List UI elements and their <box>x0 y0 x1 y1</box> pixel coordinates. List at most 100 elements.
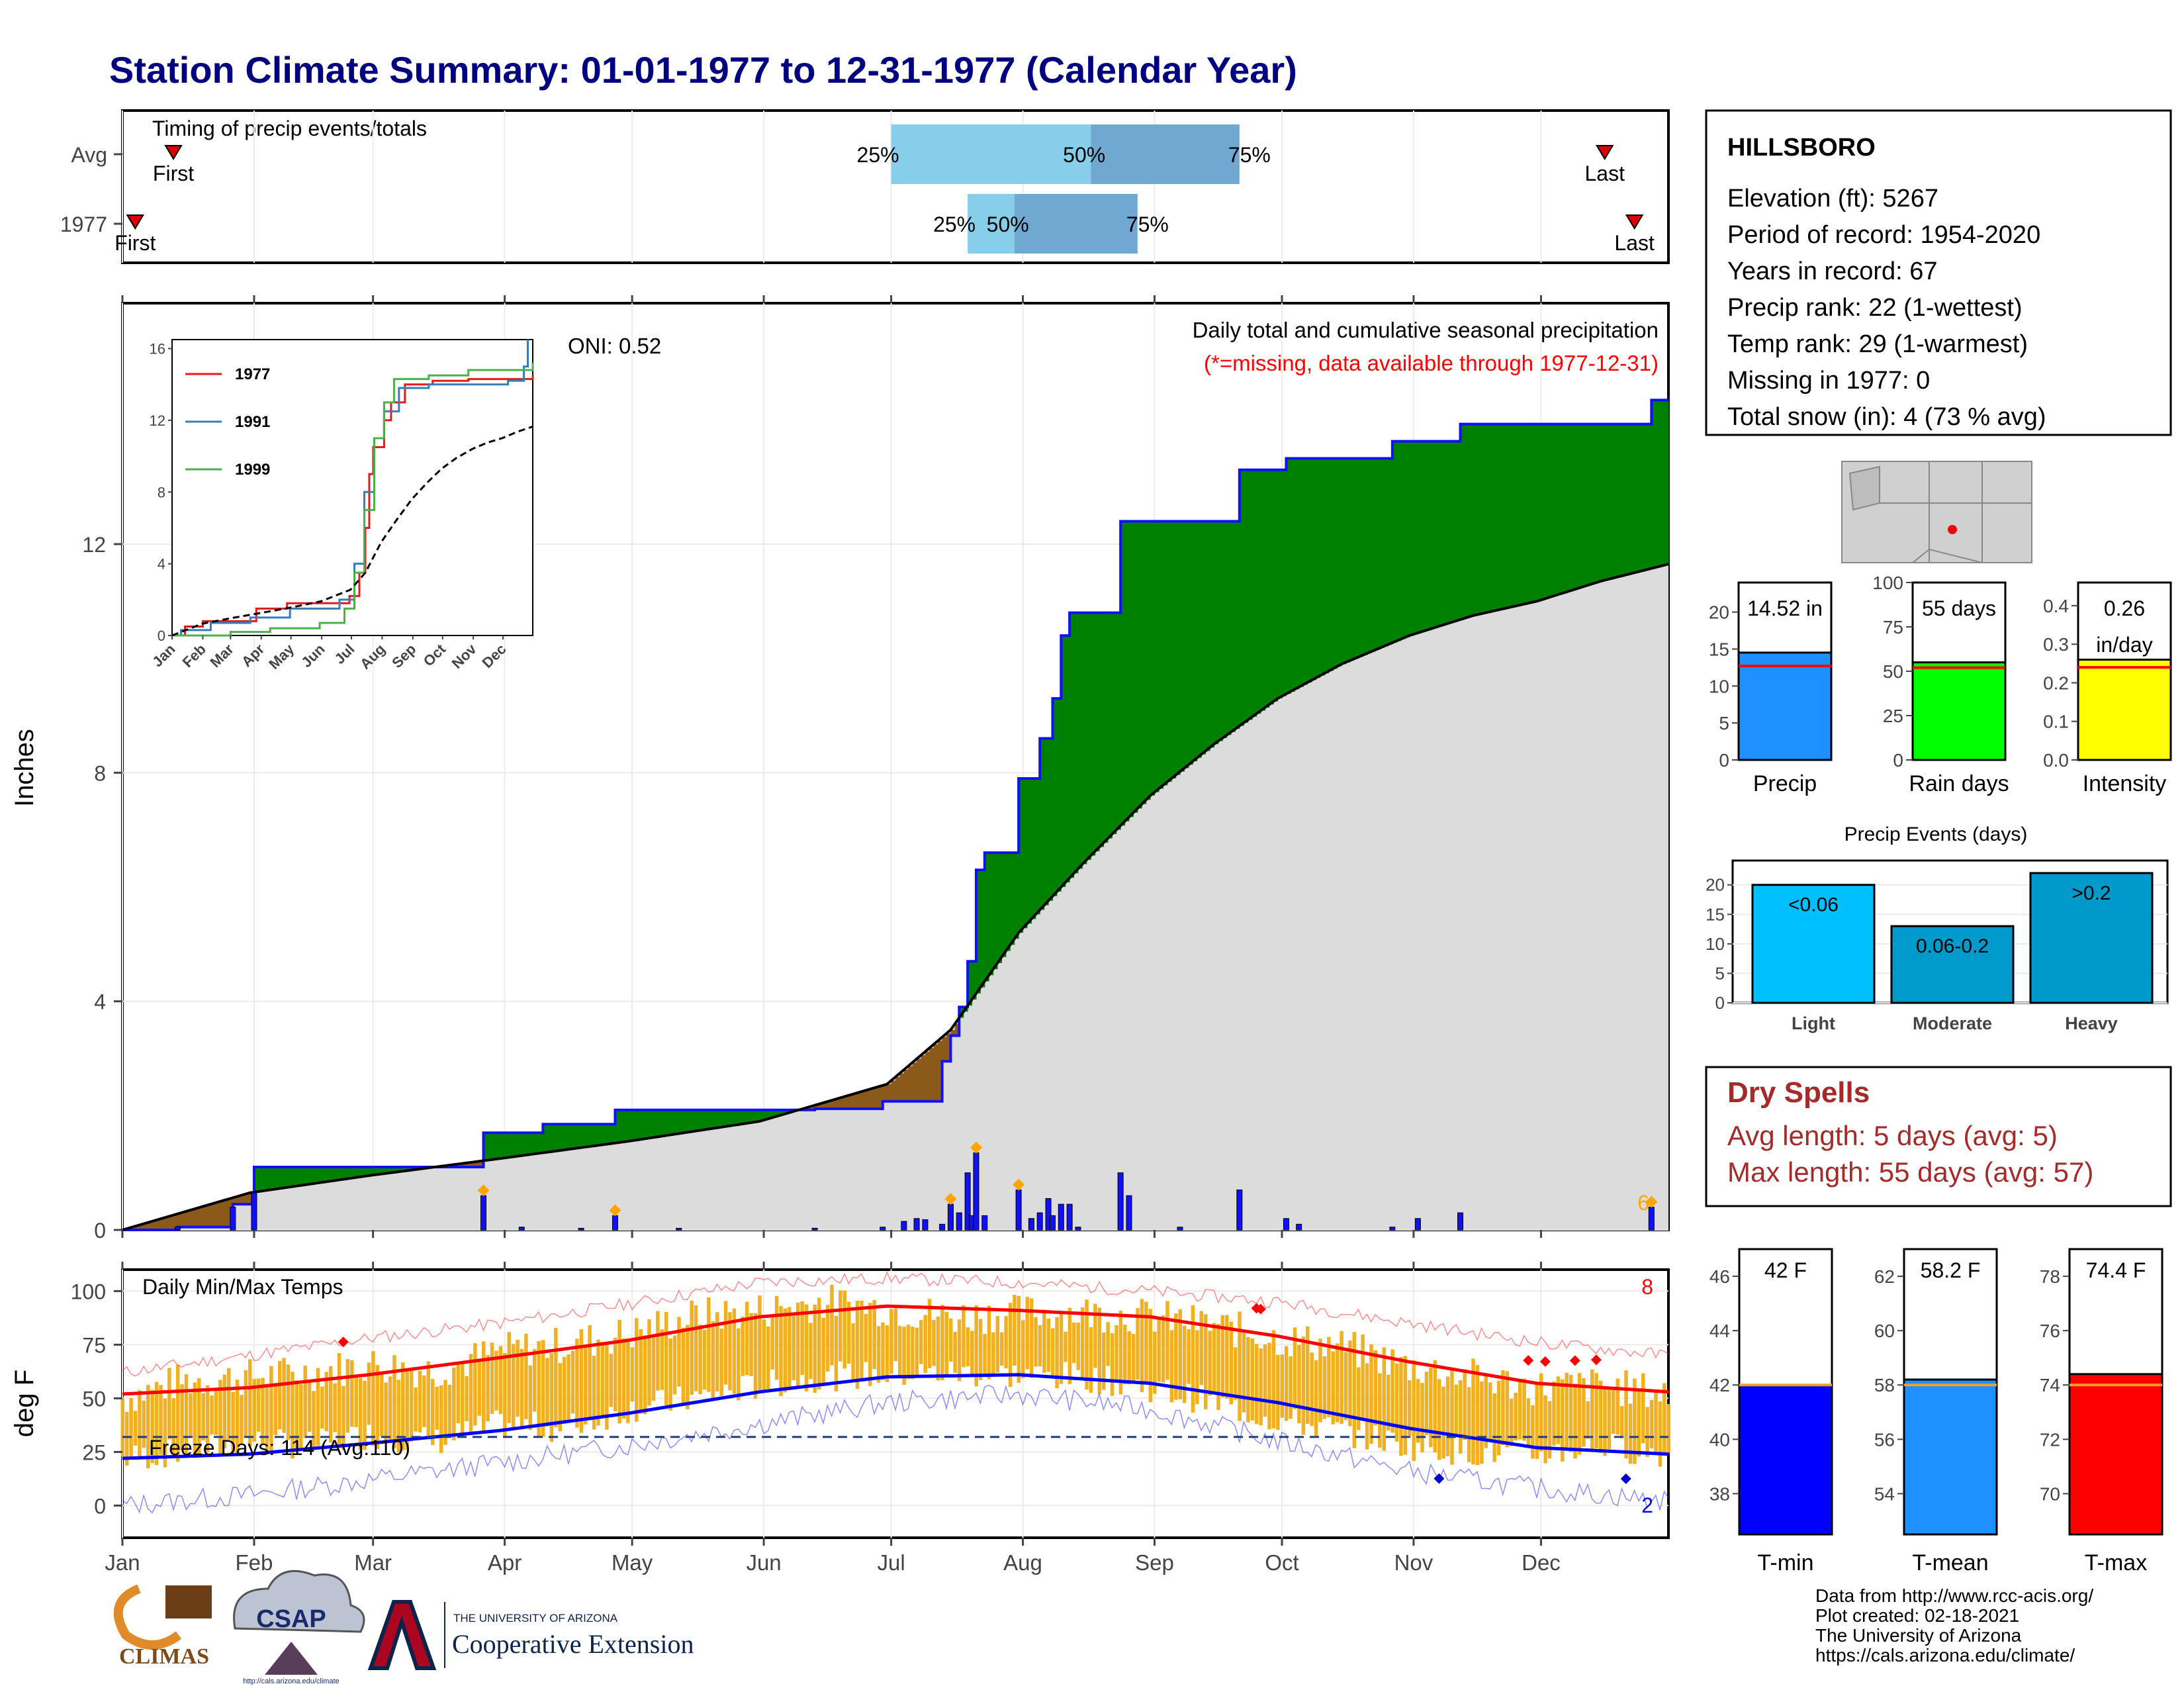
daily-temp-bar <box>320 1386 324 1429</box>
daily-temp-bar <box>995 1316 1000 1373</box>
surplus-band <box>1073 612 1079 874</box>
precip-ytick-label: 0 <box>94 1219 106 1243</box>
daily-temp-bar <box>269 1366 273 1454</box>
deficit-band <box>165 1217 170 1230</box>
deficit-band <box>203 1206 208 1227</box>
deficit-band <box>232 1197 238 1205</box>
dry-spells-avg: Avg length: 5 days (avg: 5) <box>1727 1120 2058 1151</box>
deficit-band <box>840 1098 845 1109</box>
deficit-band <box>173 1215 179 1230</box>
surplus-band <box>483 1133 488 1161</box>
precip-corner-count: 6 <box>1637 1191 1649 1215</box>
temp-panel: 0 25 50 75 100 Daily Min/Max Temps Freeze Da… <box>10 1262 1670 1546</box>
deficit-band <box>211 1203 216 1227</box>
surplus-band <box>1167 521 1172 782</box>
ua-logo: THE UNIVERSITY OF ARIZONA Cooperative Ex… <box>367 1600 694 1670</box>
daily-temp-bar <box>686 1325 690 1409</box>
surplus-band <box>606 1124 612 1145</box>
daily-temp-bar <box>1450 1370 1454 1465</box>
daily-temp-bar <box>524 1333 528 1419</box>
temp-gauge-tick-label: 46 <box>1709 1266 1730 1287</box>
daily-temp-bar <box>860 1300 864 1380</box>
daily-temp-bar <box>1420 1383 1424 1453</box>
daily-temp-bar <box>414 1387 418 1432</box>
daily-temp-bar <box>788 1307 792 1387</box>
cumulative-average-area <box>122 564 1668 1230</box>
surplus-band <box>1447 441 1453 624</box>
daily-temp-bar <box>1484 1376 1488 1448</box>
gauge-tick-label: 5 <box>1719 713 1729 733</box>
daily-temp-bar <box>635 1318 639 1422</box>
deficit-band <box>246 1194 251 1205</box>
temp-gauge-fill <box>2068 1373 2163 1536</box>
daily-temp-bar <box>303 1366 307 1438</box>
surplus-band <box>1124 521 1130 821</box>
daily-temp-bar <box>1586 1401 1590 1439</box>
daily-temp-bar <box>218 1380 222 1454</box>
daily-temp-bar <box>897 1325 902 1379</box>
deficit-band <box>882 1085 887 1102</box>
surplus-band <box>534 1133 539 1154</box>
surplus-band <box>1354 458 1359 659</box>
daily-temp-bar <box>1492 1393 1496 1462</box>
surplus-band <box>304 1167 310 1185</box>
events-tick-label: 20 <box>1706 875 1725 895</box>
surplus-band <box>381 1167 387 1174</box>
station-info-line: Missing in 1977: 0 <box>1727 367 1930 395</box>
climas-logo-block <box>165 1585 212 1618</box>
daily-temp-bar <box>1403 1356 1408 1455</box>
surplus-band <box>1128 521 1134 818</box>
daily-temp-bar <box>1187 1329 1191 1384</box>
daily-temp-bar <box>567 1354 570 1420</box>
temp-gauge-tick-label: 70 <box>2040 1483 2060 1504</box>
daily-precip-bar <box>518 1227 525 1231</box>
precip-ytick-label: 4 <box>94 990 106 1014</box>
daily-temp-bar <box>193 1382 197 1458</box>
daily-temp-bar <box>1089 1327 1093 1393</box>
daily-precip-bar <box>1126 1195 1132 1231</box>
surplus-band <box>1456 441 1461 621</box>
surplus-band <box>551 1124 557 1152</box>
daily-temp-bar <box>592 1356 596 1430</box>
daily-temp-bar <box>490 1342 494 1414</box>
surplus-band <box>1528 424 1533 604</box>
daily-temp-bar <box>1501 1370 1505 1445</box>
surplus-band <box>275 1167 281 1190</box>
daily-temp-bar <box>915 1327 919 1377</box>
daily-temp-bar <box>1441 1386 1445 1459</box>
daily-temp-bar <box>1208 1331 1212 1396</box>
surplus-band <box>398 1167 404 1172</box>
gauge-label: Rain days <box>1909 771 2009 796</box>
daily-temp-bar <box>537 1341 541 1437</box>
surplus-band <box>538 1133 543 1154</box>
event-bar-label: 0.06-0.2 <box>1916 935 1989 957</box>
daily-temp-bar <box>991 1332 995 1374</box>
deficit-band <box>152 1221 157 1230</box>
station-info-frame <box>1705 109 2172 436</box>
daily-temp-bar <box>235 1380 240 1456</box>
daily-temp-bar <box>388 1376 392 1443</box>
daily-precip-bar <box>1648 1206 1655 1231</box>
timing-panel-title: Timing of precip events/totals <box>152 117 427 140</box>
daily-temp-bar <box>1390 1349 1394 1433</box>
deficit-band <box>921 1055 926 1102</box>
temp-gauge-label: T-mean <box>1912 1550 1988 1575</box>
surplus-band <box>1426 441 1432 631</box>
surplus-band <box>585 1124 590 1147</box>
daily-temp-bar <box>1064 1331 1068 1362</box>
daily-temp-bar <box>647 1319 651 1406</box>
daily-temp-bar <box>1373 1350 1378 1426</box>
surplus-band <box>1562 424 1567 594</box>
surplus-band <box>1490 424 1495 612</box>
surplus-band <box>1099 612 1105 847</box>
surplus-band <box>1214 521 1219 745</box>
surplus-band <box>1553 424 1559 596</box>
daily-temp-bar <box>1191 1305 1195 1413</box>
last-event-marker <box>1625 214 1644 230</box>
surplus-band <box>1091 612 1096 856</box>
surplus-band <box>615 1109 620 1143</box>
daily-temp-bar <box>698 1325 702 1395</box>
daily-temp-bar <box>668 1338 672 1411</box>
daily-temp-bar <box>839 1290 842 1362</box>
